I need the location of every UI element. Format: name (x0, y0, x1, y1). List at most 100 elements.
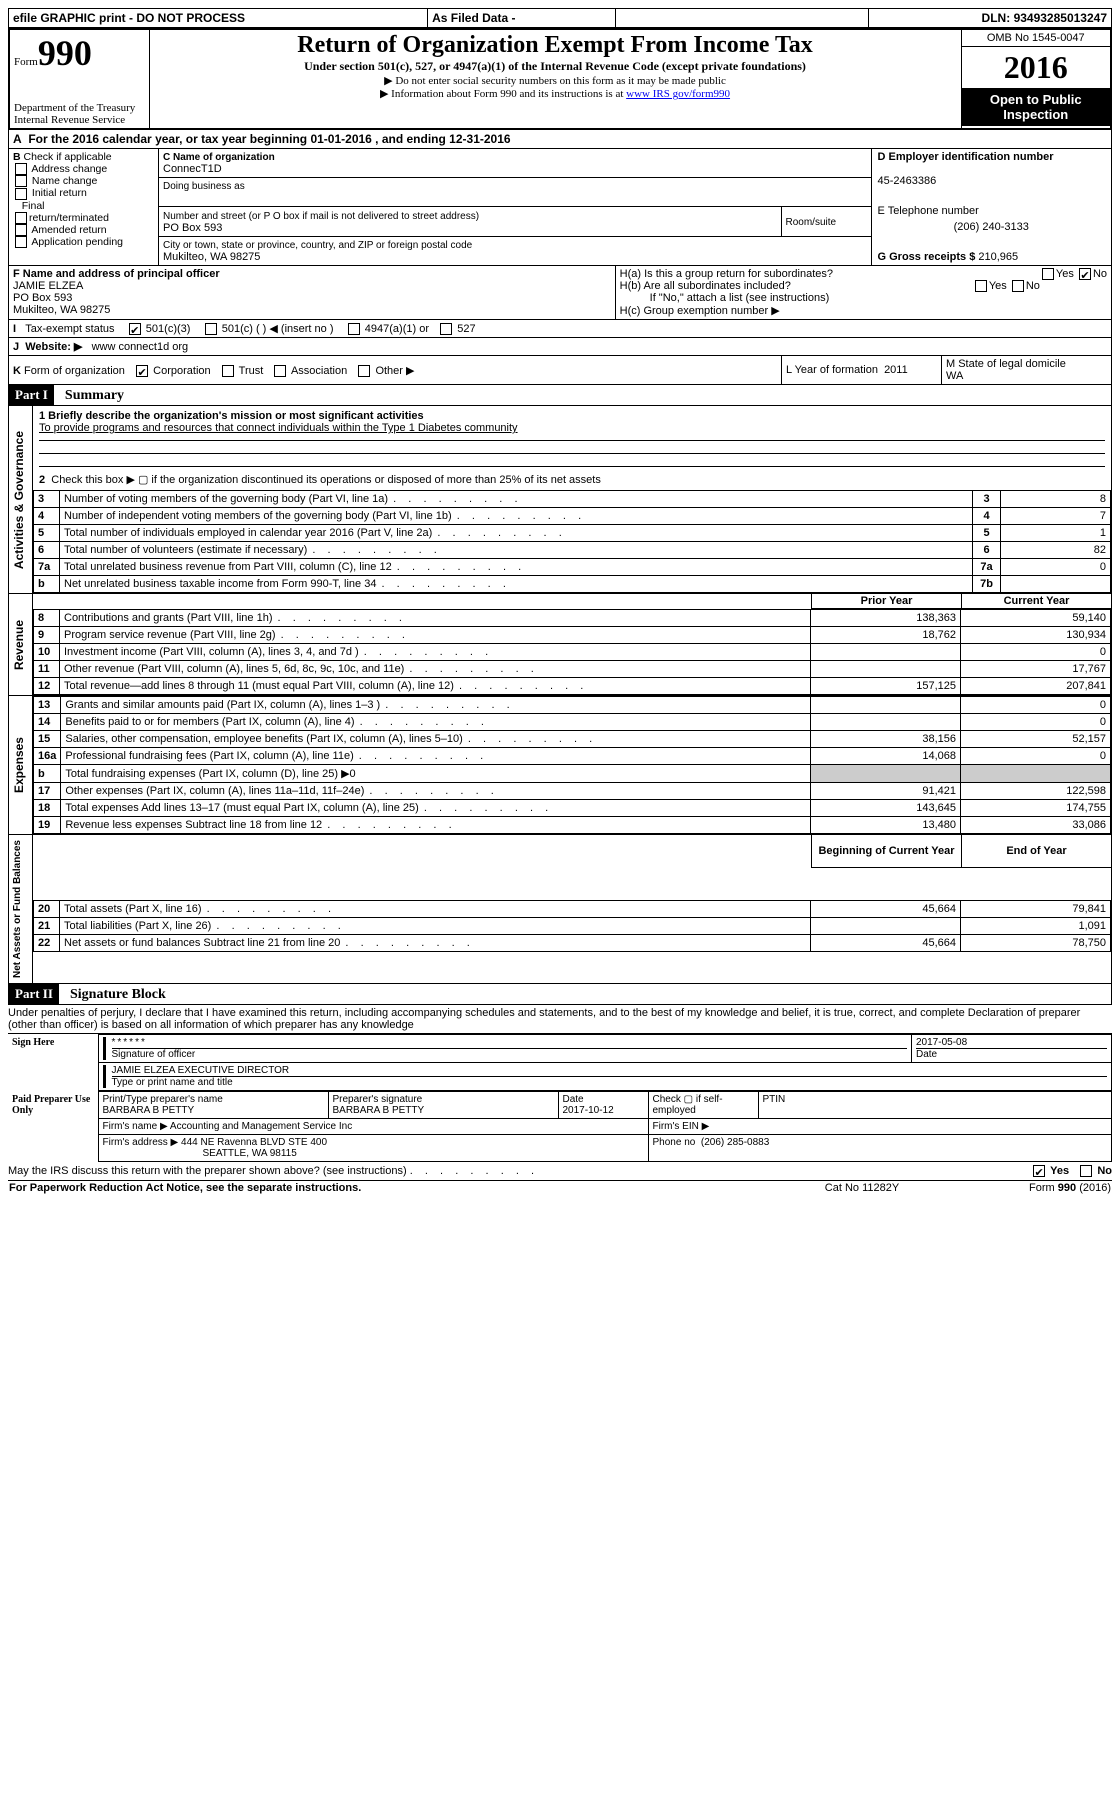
irs-link[interactable]: www IRS gov/form990 (626, 88, 730, 100)
hb-no: No (1026, 280, 1040, 292)
ha-label: H(a) Is this a group return for subordin… (620, 268, 833, 280)
chk-address-change[interactable] (15, 163, 27, 175)
current-year-value: 52,157 (961, 731, 1111, 748)
opt-corp: Corporation (153, 365, 210, 377)
form-number: 990 (38, 33, 92, 73)
line-description: Other expenses (Part IX, column (A), lin… (61, 783, 811, 800)
prior-year-value: 157,125 (811, 678, 961, 695)
chk-hb-yes[interactable] (975, 280, 987, 292)
officer-addr1: PO Box 593 (13, 292, 72, 304)
opt-amended: Amended return (31, 224, 106, 236)
line-number: 12 (34, 678, 60, 695)
street-address: PO Box 593 (163, 222, 222, 234)
firm-addr-label: Firm's address ▶ (103, 1137, 179, 1148)
chk-ha-yes[interactable] (1042, 268, 1054, 280)
line-number: 10 (34, 644, 60, 661)
prior-year-value (811, 697, 961, 714)
prior-year-value: 45,664 (811, 900, 961, 917)
col-prior-year: Prior Year (812, 594, 962, 609)
line-description: Contributions and grants (Part VIII, lin… (60, 610, 811, 627)
prior-year-value: 38,156 (811, 731, 961, 748)
chk-amended[interactable] (15, 224, 27, 236)
check-self-employed: Check ▢ if self-employed (648, 1092, 758, 1119)
prior-year-value (811, 714, 961, 731)
chk-501c3[interactable] (129, 323, 141, 335)
chk-name-change[interactable] (15, 175, 27, 187)
signature-stars: ****** (112, 1037, 147, 1048)
line-description: Total liabilities (Part X, line 26) (60, 917, 811, 934)
part2-title: Signature Block (62, 987, 166, 1002)
current-year-value: 0 (961, 644, 1111, 661)
line-description: Net unrelated business taxable income fr… (60, 576, 973, 593)
line-description: Total assets (Part X, line 16) (60, 900, 811, 917)
footer-form-post: (2016) (1076, 1182, 1111, 1194)
top-bar: efile GRAPHIC print - DO NOT PROCESS As … (8, 8, 1112, 28)
hb-label: H(b) Are all subordinates included? (620, 280, 791, 292)
l-label: L Year of formation (786, 364, 878, 376)
line-number: 6 (34, 542, 60, 559)
col-beginning: Beginning of Current Year (812, 835, 962, 868)
line-number: 13 (34, 697, 61, 714)
prior-year-value: 13,480 (811, 817, 961, 834)
current-year-value: 0 (961, 748, 1111, 765)
prior-year-value: 143,645 (811, 800, 961, 817)
chk-trust[interactable] (222, 365, 234, 377)
chk-discuss-no[interactable] (1080, 1165, 1092, 1177)
chk-527[interactable] (440, 323, 452, 335)
ein: 45-2463386 (878, 175, 937, 187)
line2: Check this box ▶ ▢ if the organization d… (51, 474, 601, 486)
line-number: 17 (34, 783, 61, 800)
line-description: Program service revenue (Part VIII, line… (60, 627, 811, 644)
form-label: Form (14, 56, 38, 68)
paid-preparer-label: Paid Preparer Use Only (8, 1092, 98, 1162)
chk-initial-return[interactable] (15, 188, 27, 200)
line-number: 11 (34, 661, 60, 678)
line-number: 16a (34, 748, 61, 765)
chk-ha-no[interactable] (1079, 268, 1091, 280)
line-description: Net assets or fund balances Subtract lin… (60, 934, 811, 951)
prep-date-label: Date (563, 1094, 584, 1105)
line-description: Number of independent voting members of … (60, 508, 973, 525)
line-description: Total unrelated business revenue from Pa… (60, 559, 973, 576)
chk-501c[interactable] (205, 323, 217, 335)
chk-discuss-yes[interactable] (1033, 1165, 1045, 1177)
form-subtitle: Under section 501(c), 527, or 4947(a)(1)… (154, 59, 957, 74)
part2-header: Part II (9, 984, 59, 1004)
note-ssn: ▶ Do not enter social security numbers o… (154, 74, 957, 87)
prior-year-value (811, 661, 961, 678)
line-number: b (34, 576, 60, 593)
chk-hb-no[interactable] (1012, 280, 1024, 292)
section-expenses: Expenses (10, 733, 28, 797)
e-label: E Telephone number (878, 205, 979, 217)
prep-name-label: Print/Type preparer's name (103, 1094, 223, 1105)
chk-assoc[interactable] (274, 365, 286, 377)
current-year-value: 130,934 (961, 627, 1111, 644)
part1-title: Summary (57, 388, 124, 403)
current-year-value: 17,767 (961, 661, 1111, 678)
prior-year-value: 18,762 (811, 627, 961, 644)
opt-name-change: Name change (32, 175, 97, 187)
dba-label: Doing business as (163, 181, 245, 192)
footer-left: For Paperwork Reduction Act Notice, see … (9, 1182, 361, 1194)
ptin-label: PTIN (758, 1092, 1112, 1119)
phone-label: Phone no (653, 1137, 696, 1148)
chk-4947[interactable] (348, 323, 360, 335)
line-number: 3 (34, 491, 60, 508)
chk-final-return[interactable] (15, 212, 27, 224)
chk-corp[interactable] (136, 365, 148, 377)
line-description: Total number of volunteers (estimate if … (60, 542, 973, 559)
chk-app-pending[interactable] (15, 236, 27, 248)
form-title: Return of Organization Exempt From Incom… (154, 32, 957, 59)
omb-number: OMB No 1545-0047 (962, 30, 1111, 47)
line-box: 5 (973, 525, 1001, 542)
opt-527: 527 (457, 323, 475, 335)
line-description: Grants and similar amounts paid (Part IX… (61, 697, 811, 714)
section-revenue: Revenue (10, 616, 28, 674)
chk-other[interactable] (358, 365, 370, 377)
j-label: Website: ▶ (25, 341, 82, 353)
opt-501c: 501(c) ( ) ◀ (insert no ) (222, 323, 334, 335)
officer-addr2: Mukilteo, WA 98275 (13, 304, 110, 316)
line-number: 18 (34, 800, 61, 817)
section-net-assets: Net Assets or Fund Balances (10, 836, 25, 982)
line-box: 3 (973, 491, 1001, 508)
